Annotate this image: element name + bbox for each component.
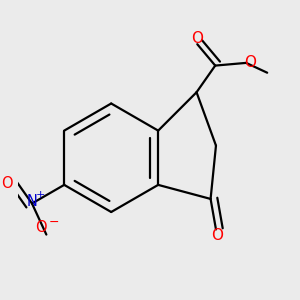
- Text: −: −: [49, 216, 59, 229]
- Text: +: +: [36, 190, 45, 200]
- Text: O: O: [35, 220, 46, 235]
- Text: O: O: [244, 55, 256, 70]
- Text: O: O: [212, 227, 224, 242]
- Text: O: O: [1, 176, 13, 191]
- Text: N: N: [27, 194, 38, 209]
- Text: O: O: [191, 31, 203, 46]
